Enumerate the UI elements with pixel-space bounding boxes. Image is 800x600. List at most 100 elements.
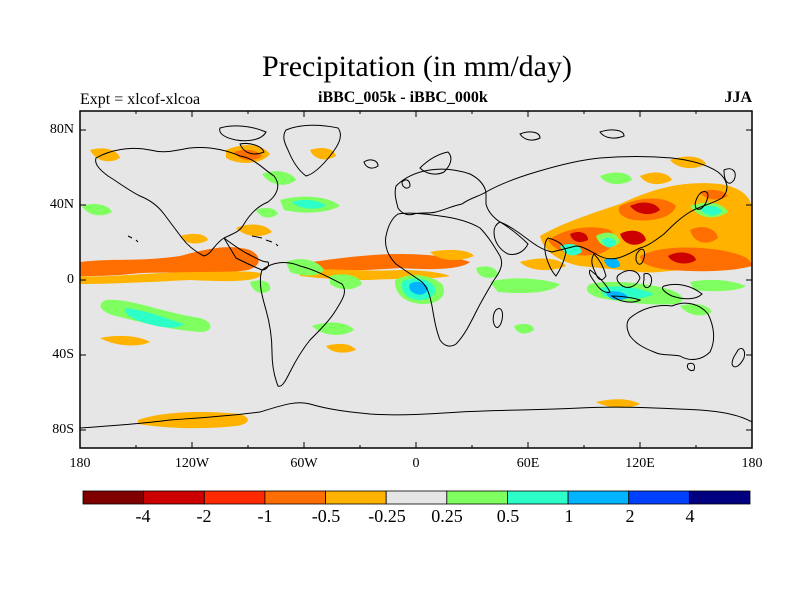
lon-label-0: 0 (412, 456, 420, 471)
asia-coast (485, 156, 728, 260)
anomaly-south-indian-wet (514, 323, 534, 334)
lat-label-40n: 40N (49, 197, 74, 212)
anomaly-indian-ocean-wet (490, 278, 560, 294)
colorbar-swatch (628, 490, 690, 505)
colorbar-swatch (446, 490, 508, 505)
anomaly-south-pacific-wet-core (124, 308, 184, 328)
anomaly-indian-ocean-dry (520, 258, 566, 271)
anomaly-west-pacific-dry-strong (668, 252, 696, 264)
lon-label-180e: 180 (741, 456, 763, 471)
iceland-coast (363, 159, 379, 169)
colorbar-swatch (82, 490, 145, 505)
antarctica-coast (80, 402, 752, 429)
hawaii-islands (127, 235, 139, 243)
lon-label-60w: 60W (290, 456, 318, 471)
anomaly-south-pacific-dry (100, 335, 150, 346)
anomaly-south-china-sea-wet (602, 237, 616, 248)
lat-label-40s: 40S (52, 347, 74, 362)
new-guinea-coast (661, 283, 703, 300)
anomaly-south-atlantic-wet (312, 322, 354, 335)
colorbar-swatch (567, 490, 630, 505)
map-title: Precipitation (in mm/day) (262, 50, 572, 83)
madagascar-coast (492, 307, 503, 328)
anomaly-siberia-wet (600, 172, 632, 185)
anomaly-atlantic-dry (312, 254, 470, 271)
india-coast (544, 237, 567, 277)
colorbar-label: 0.5 (496, 506, 520, 526)
central-america-coast (223, 237, 269, 271)
colorbar-label: -4 (135, 506, 151, 526)
colorbar-label: 1 (564, 506, 574, 526)
sumatra-coast (589, 269, 611, 293)
scandinavia-coast (419, 151, 452, 175)
anomaly-north-pacific-wet (82, 204, 112, 216)
lon-label-120e: 120E (625, 456, 655, 471)
colorbar-swatch (385, 490, 448, 505)
tasmania-coast (687, 362, 695, 371)
anomaly-east-pacific-dry (80, 247, 259, 276)
uk-coast (401, 179, 411, 189)
anomaly-australia-wet (680, 304, 712, 316)
colorbar-label: -0.5 (311, 506, 341, 526)
anomaly-north-atlantic-dry (236, 224, 272, 237)
arctic-islands (519, 129, 625, 141)
colorbar-swatch (143, 490, 205, 505)
japan-coast (694, 191, 709, 210)
anomaly-philippines-dry-strong (620, 230, 646, 245)
anomaly-southern-indian-dry (596, 399, 640, 408)
canadian-arctic-coast (219, 125, 267, 155)
anomaly-east-pacific-dry-weak (80, 271, 262, 284)
anomaly-hudson-wet (262, 171, 296, 185)
anomaly-dateline-dry (730, 231, 752, 242)
colorbar-label: 2 (625, 506, 635, 526)
greenland-coast (283, 124, 341, 177)
lat-label-80s: 80S (52, 422, 74, 437)
australia-coast (626, 302, 715, 360)
colorbar-swatch (325, 490, 387, 505)
sulawesi-coast (643, 273, 653, 289)
colorbar-swatch (203, 490, 266, 505)
anomaly-pacific-warm-pool-dry (690, 227, 718, 243)
anomaly-north-pacific-dry (180, 233, 208, 244)
java-coast (610, 295, 642, 303)
colorbar-label: 0.25 (431, 506, 463, 526)
experiment-label: Expt = xlcof-xlcoa (80, 91, 201, 108)
anomaly-tropical-pacific-wet (690, 279, 746, 292)
anomaly-east-asia-dry-strong (630, 202, 660, 215)
anomaly-west-pacific-dry (640, 247, 752, 272)
colorbar-label: -1 (257, 506, 273, 526)
colorbar-swatch (688, 490, 751, 505)
anomaly-tropical-atlantic-wet-peak (409, 281, 428, 295)
colorbar-swatch (264, 490, 326, 505)
coastlines (80, 124, 752, 429)
europe-coast (394, 168, 487, 216)
season-label: JJA (724, 89, 752, 106)
anomaly-maritime-wet (604, 258, 620, 268)
anomaly-brazil-wet (330, 274, 362, 290)
new-zealand-coast (731, 347, 745, 368)
borneo-coast (616, 270, 641, 288)
anomaly-east-africa-wet (476, 266, 498, 278)
south-america-coast (259, 262, 345, 387)
colorbar-swatch (507, 490, 569, 505)
lon-label-180w: 180 (69, 456, 91, 471)
arabia-coast (493, 221, 529, 255)
anomaly-north-canada-dry-core (234, 149, 262, 161)
anomaly-north-atlantic-wet-core (292, 199, 326, 209)
kamchatka-coast (723, 168, 736, 184)
colorbar-label: -0.25 (368, 506, 406, 526)
colorbar (82, 490, 751, 505)
anomaly-southern-atlantic-dry (326, 343, 356, 353)
anomaly-gulf-wet (256, 207, 278, 218)
lon-label-120w: 120W (174, 456, 210, 471)
north-america-coast (95, 147, 279, 257)
philippines-coast (635, 248, 645, 265)
colorbar-label: 4 (685, 506, 695, 526)
anomaly-amazon-wet (250, 280, 271, 293)
lat-label-equator: 0 (67, 272, 74, 287)
lat-label-80n: 80N (49, 122, 74, 137)
caribbean-islands (251, 235, 279, 247)
axis-ticks (79, 111, 753, 448)
lon-label-60e: 60E (516, 456, 540, 471)
anomaly-bay-of-bengal-dry-strong (570, 232, 588, 242)
